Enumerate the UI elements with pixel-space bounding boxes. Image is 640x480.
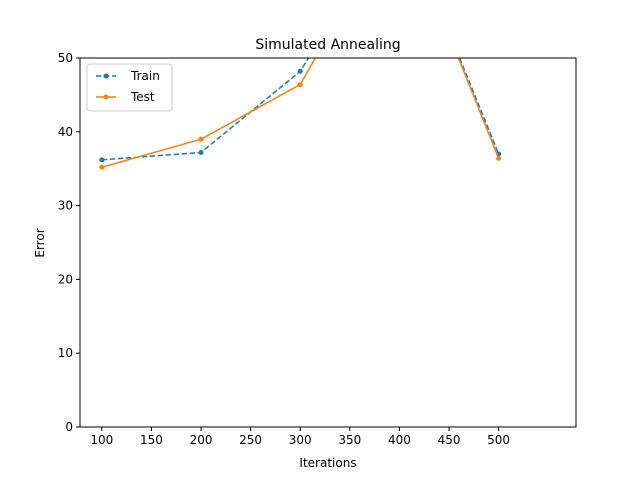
legend-label-test: Test (130, 90, 155, 104)
plot-frame (79, 57, 577, 428)
y-tick-label: 40 (58, 125, 73, 139)
x-axis-title: Iterations (299, 456, 356, 470)
x-tick-label: 500 (487, 433, 510, 447)
y-tick-label: 30 (58, 199, 73, 213)
x-tick-label: 450 (438, 433, 461, 447)
data-point-train (198, 149, 204, 155)
x-tick-label: 300 (289, 433, 312, 447)
y-tick-label: 20 (58, 272, 73, 286)
y-axis: 0 10 20 30 40 50 (58, 51, 80, 434)
legend-marker-test (103, 94, 109, 100)
legend-label-train: Train (130, 69, 160, 83)
x-tick-label: 100 (90, 433, 113, 447)
y-tick-label: 0 (65, 420, 73, 434)
x-tick-label: 400 (388, 433, 411, 447)
data-point-test (198, 136, 204, 142)
x-tick-label: 200 (190, 433, 213, 447)
series-layer (99, 58, 502, 170)
data-point-test (297, 82, 303, 88)
data-point-test (99, 164, 105, 170)
x-tick-label: 150 (140, 433, 163, 447)
x-tick-label: 350 (338, 433, 361, 447)
legend-marker-train (103, 73, 109, 79)
y-tick-label: 50 (58, 51, 73, 65)
x-tick-label: 250 (239, 433, 262, 447)
legend: Train Test (86, 63, 173, 112)
data-point-train (99, 157, 105, 163)
x-axis: 100 150 200 250 300 350 400 450 500 (90, 427, 510, 447)
y-tick-label: 10 (58, 346, 73, 360)
data-point-train (297, 68, 303, 74)
chart-title: Simulated Annealing (255, 37, 400, 53)
y-axis-title: Error (33, 228, 47, 257)
data-point-test (496, 155, 502, 161)
